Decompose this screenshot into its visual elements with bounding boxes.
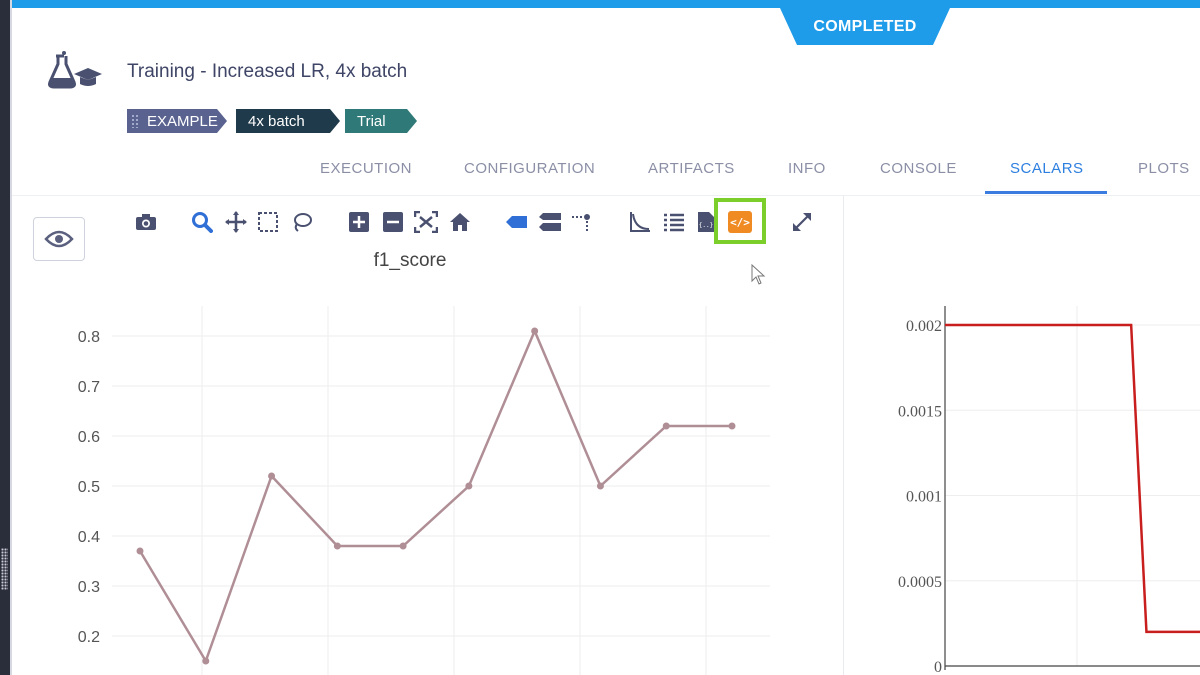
data-point[interactable] (596, 482, 604, 490)
mouse-cursor-icon (751, 264, 766, 285)
series-line (138, 327, 732, 664)
autoscale-icon (414, 211, 438, 233)
tag-4x-batch[interactable]: 4x batch (236, 109, 340, 133)
top-accent-bar (0, 0, 1200, 8)
tag-label: Trial (357, 112, 386, 130)
y-tick-label: 0.8 (78, 329, 100, 346)
zoom-in-button[interactable] (347, 208, 371, 236)
embed-code-icon: </> (730, 215, 750, 229)
data-point[interactable] (202, 657, 210, 665)
y-tick-label: 0.002 (906, 318, 942, 335)
sidebar-resize-grip[interactable] (1, 548, 8, 590)
tag-label: EXAMPLE (147, 112, 218, 130)
status-badge: COMPLETED (780, 8, 950, 45)
tab-plots[interactable]: PLOTS (1138, 160, 1190, 177)
header-divider (12, 195, 1200, 196)
log-scale-icon (630, 212, 650, 232)
y-tick-label: 0.7 (78, 379, 100, 396)
data-point[interactable] (531, 327, 539, 335)
legend-list-button[interactable] (662, 208, 686, 236)
series-line (945, 323, 1200, 634)
maximize-button[interactable] (790, 208, 814, 236)
embed-code-button[interactable]: </> (728, 211, 752, 233)
legend-list-icon (664, 213, 684, 232)
data-point[interactable] (662, 422, 670, 430)
download-json-button[interactable]: {..} (694, 208, 718, 236)
tab-configuration[interactable]: CONFIGURATION (464, 160, 596, 177)
reset-axes-button[interactable] (448, 208, 472, 236)
box-select-button[interactable] (256, 208, 280, 236)
active-tab-indicator (985, 191, 1107, 194)
camera-button[interactable] (134, 208, 158, 236)
tab-info[interactable]: INFO (788, 160, 826, 177)
toggle-visibility-button[interactable] (33, 217, 85, 261)
y-tick-label: 0.2 (78, 629, 100, 646)
spike-lines-icon (572, 214, 590, 231)
y-tick-label: 0.6 (78, 429, 100, 446)
pan-icon (225, 211, 247, 233)
zoom-in-icon (349, 212, 369, 232)
y-tick-label: 0.0005 (898, 574, 942, 591)
y-tick-label: 0.0015 (898, 403, 942, 420)
y-tick-label: 0 (934, 659, 942, 675)
zoom-out-icon (383, 212, 403, 232)
eye-icon (44, 230, 74, 248)
experiment-title: Training - Increased LR, 4x batch (127, 61, 408, 82)
chart-panel-divider (843, 196, 844, 675)
tab-scalars[interactable]: SCALARS (1010, 160, 1084, 177)
tag-example[interactable]: EXAMPLE (127, 109, 227, 133)
f1-score-chart[interactable]: 0.2 0.3 0.4 0.5 0.6 0.7 0.8 (0, 0, 843, 675)
y-tick-label: 0.3 (78, 579, 100, 596)
hover-compare-icon (539, 213, 561, 231)
spike-lines-button[interactable] (570, 208, 594, 236)
pan-button[interactable] (224, 208, 248, 236)
y-tick-label: 0.4 (78, 529, 100, 546)
lasso-select-button[interactable] (290, 208, 314, 236)
tag-trial[interactable]: Trial (345, 109, 417, 133)
zoom-icon (192, 212, 213, 233)
data-point[interactable] (136, 547, 144, 555)
experiment-tabs: EXECUTION CONFIGURATION ARTIFACTS INFO C… (0, 150, 1200, 195)
hover-closest-button[interactable] (505, 208, 529, 236)
experiment-flask-icon (48, 51, 102, 89)
left-sidebar-border (10, 0, 12, 675)
lasso-select-icon (294, 213, 312, 232)
box-select-icon (258, 212, 278, 232)
data-point[interactable] (268, 472, 276, 480)
data-point[interactable] (465, 482, 473, 490)
tab-console[interactable]: CONSOLE (880, 160, 957, 177)
home-icon (450, 213, 470, 231)
left-sidebar-edge (0, 0, 10, 675)
tab-execution[interactable]: EXECUTION (320, 160, 413, 177)
highlight-box (714, 198, 766, 244)
data-point[interactable] (333, 542, 341, 550)
camera-icon (136, 214, 156, 230)
maximize-icon (793, 213, 811, 231)
tab-artifacts[interactable]: ARTIFACTS (648, 160, 735, 177)
zoom-button[interactable] (190, 208, 214, 236)
hover-compare-button[interactable] (538, 208, 562, 236)
hover-closest-icon (506, 216, 527, 228)
data-point[interactable] (399, 542, 407, 550)
log-scale-button[interactable] (628, 208, 652, 236)
svg-text:{..}: {..} (699, 222, 713, 229)
y-tick-label: 0.001 (906, 489, 942, 506)
tag-drag-dots-icon (131, 114, 139, 128)
autoscale-button[interactable] (414, 208, 438, 236)
y-tick-label: 0.5 (78, 479, 100, 496)
download-json-icon: {..} (698, 212, 714, 232)
data-point[interactable] (728, 422, 736, 430)
zoom-out-button[interactable] (381, 208, 405, 236)
tag-label: 4x batch (248, 112, 305, 130)
chart-title-f1-score: f1_score (373, 250, 447, 271)
